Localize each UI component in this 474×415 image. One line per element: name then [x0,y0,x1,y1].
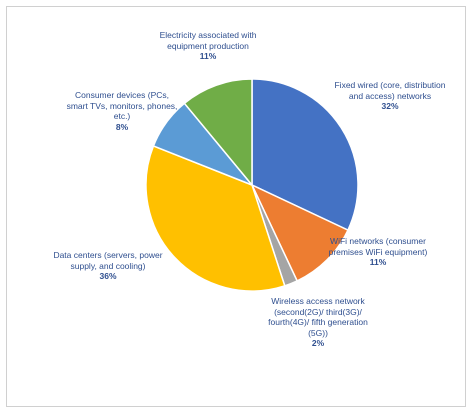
category-label: WiFi networks (consumer premises WiFi eq… [328,236,428,257]
pie-slice [250,183,349,282]
value-label: 32% [381,101,399,111]
slice-label: Electricity associated with equipment pr… [150,30,266,62]
chart-frame [6,6,466,407]
value-label: 36% [99,271,117,281]
slice-label: Fixed wired (core, distribution and acce… [332,80,448,112]
slice-label: Consumer devices (PCs, smart TVs, monito… [64,90,180,132]
category-label: Consumer devices (PCs, smart TVs, monito… [66,90,178,121]
slice-label: Wireless access network (second(2G)/ thi… [260,296,376,349]
category-label: Fixed wired (core, distribution and acce… [334,80,446,101]
category-label: Data centers (servers, power supply, and… [53,250,163,271]
pie-slice [183,78,253,188]
category-label: Electricity associated with equipment pr… [159,30,257,51]
slice-label: Data centers (servers, power supply, and… [50,250,166,282]
value-label: 2% [311,338,325,348]
value-label: 8% [115,121,129,132]
slice-label: WiFi networks (consumer premises WiFi eq… [320,236,436,268]
category-label: Wireless access network (second(2G)/ thi… [268,296,368,338]
value-label: 11% [369,257,387,267]
pie-slice [251,78,359,232]
pie-slice [145,145,286,292]
value-label: 11% [199,51,217,61]
